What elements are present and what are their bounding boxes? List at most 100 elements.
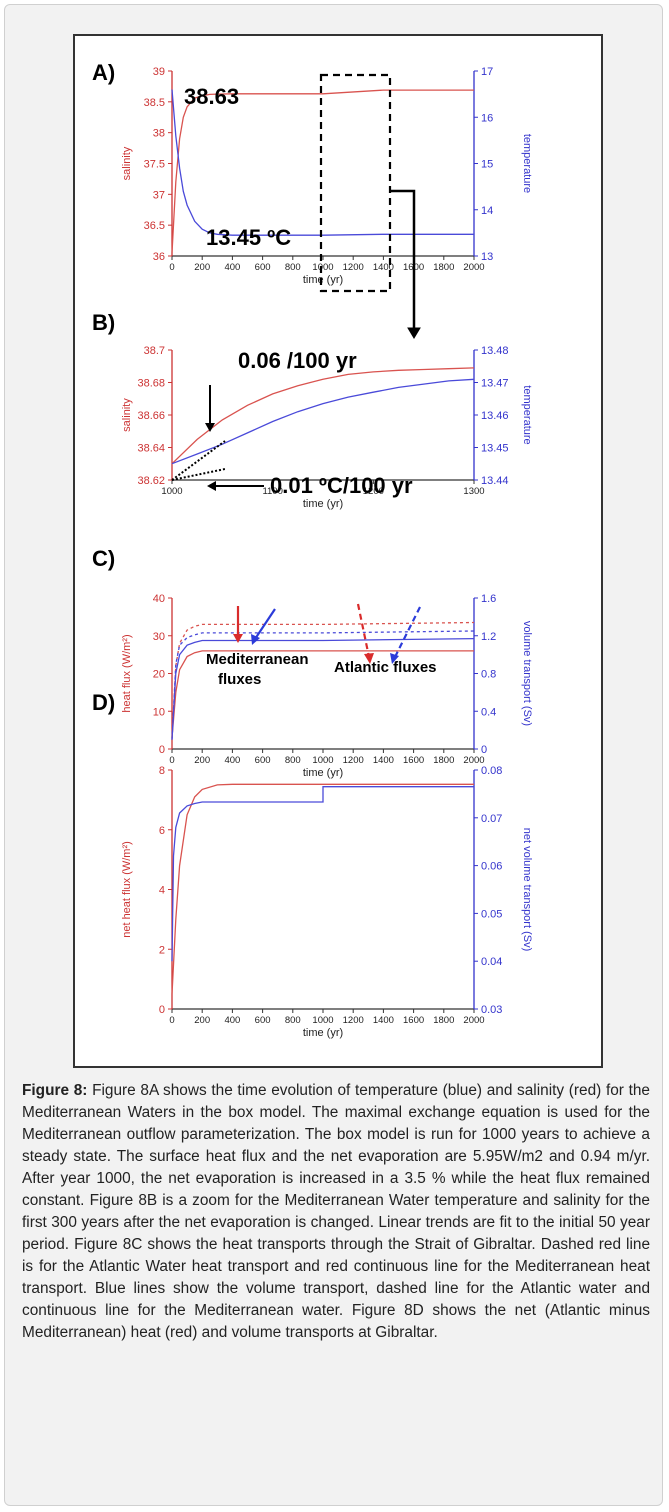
y-left-tick-label: 38.68	[137, 378, 165, 390]
trend-line-temperature	[171, 468, 226, 481]
annotation-salinity-trend: 0.06 /100 yr	[238, 348, 357, 373]
y-right-tick-label: 0	[481, 744, 487, 756]
x-tick-label: 1800	[433, 1015, 454, 1026]
y-left-tick-label: 2	[159, 944, 165, 956]
arrow-salinity-trend-head	[205, 423, 215, 432]
x-tick-label: 200	[194, 1015, 210, 1026]
x-tick-label: 1200	[363, 486, 384, 497]
annotation-temperature-trend: 0.01 ºC/100 yr	[270, 473, 413, 498]
y-right-tick-label: 13.46	[481, 410, 509, 422]
arrow-med-heat-head	[233, 634, 243, 643]
x-tick-label: 2000	[463, 1015, 484, 1026]
zoom-arrow-head	[407, 327, 421, 339]
x-tick-label: 400	[224, 262, 240, 273]
y-right-tick-label: 0.8	[481, 669, 496, 681]
panel-label: D)	[92, 690, 115, 715]
series-line-1	[171, 378, 475, 465]
x-tick-label: 400	[224, 1015, 240, 1026]
annotation-med-fluxes-1: Mediterranean	[206, 651, 309, 668]
x-tick-label: 800	[285, 1015, 301, 1026]
y-right-tick-label: 0.03	[481, 1004, 502, 1016]
y-left-tick-label: 0	[159, 1004, 165, 1016]
y-left-tick-label: 30	[153, 631, 165, 643]
x-tick-label: 600	[255, 1015, 271, 1026]
y-right-tick-label: 15	[481, 159, 493, 171]
y-left-tick-label: 37.5	[144, 159, 165, 171]
x-tick-label: 1000	[312, 1015, 333, 1026]
x-tick-label: 2000	[463, 755, 484, 766]
x-tick-label: 0	[169, 262, 174, 273]
y-left-tick-label: 6	[159, 825, 165, 837]
x-tick-label: 600	[255, 262, 271, 273]
y-axis-left-label: salinity	[121, 398, 133, 432]
y-right-tick-label: 1.2	[481, 631, 496, 643]
figure-card	[4, 4, 663, 1506]
y-left-tick-label: 38.62	[137, 475, 165, 487]
x-tick-label: 1400	[373, 1015, 394, 1026]
y-axis-right-label: temperature	[521, 134, 533, 193]
y-right-tick-label: 13.48	[481, 345, 509, 357]
y-right-tick-label: 0.4	[481, 706, 496, 718]
panel-label: B)	[92, 310, 115, 335]
x-axis-label: time (yr)	[303, 1027, 343, 1039]
x-tick-label: 1800	[433, 262, 454, 273]
y-right-tick-label: 0.06	[481, 861, 502, 873]
panel-c: C)0 200 400 600 800 1000 1200 1400 1600 1800 2000t…	[92, 546, 533, 779]
y-left-tick-label: 37	[153, 189, 165, 201]
figure-frame	[73, 34, 603, 1068]
arrow-atl-heat-head	[364, 653, 374, 664]
figure-caption: Figure 8: Figure 8A shows the time evolu…	[22, 1080, 650, 1344]
caption-text: Figure 8A shows the time evolution of te…	[22, 1082, 650, 1341]
x-tick-label: 800	[285, 262, 301, 273]
y-right-tick-label: 17	[481, 66, 493, 78]
x-tick-label: 1200	[343, 262, 364, 273]
x-tick-label: 0	[169, 755, 174, 766]
annotation-atl-fluxes: Atlantic fluxes	[334, 659, 437, 676]
y-left-tick-label: 36	[153, 251, 165, 263]
series-line-0	[171, 650, 474, 738]
y-axis-left-label: heat flux (W/m²)	[121, 634, 133, 712]
y-right-tick-label: 13.47	[481, 378, 509, 390]
x-tick-label: 1200	[343, 755, 364, 766]
x-axis-label: time (yr)	[303, 498, 343, 510]
x-tick-label: 1000	[312, 755, 333, 766]
series-line-1	[171, 89, 474, 236]
y-axis-right-label: net volume transport (Sv)	[521, 828, 533, 952]
y-left-tick-label: 38.5	[144, 97, 165, 109]
x-tick-label: 600	[255, 755, 271, 766]
y-left-tick-label: 39	[153, 66, 165, 78]
panel-b: B) 1000 1100 1200 1300 time (yr) 38.62 38.64 38.…	[92, 310, 533, 510]
panel-a: A)0 200 400 600 800 1000 1200 1400 1600 1800 2000t…	[92, 60, 533, 286]
y-right-tick-label: 13	[481, 251, 493, 263]
series-line-0	[171, 367, 475, 465]
x-tick-label: 1800	[433, 755, 454, 766]
y-right-tick-label: 0.08	[481, 765, 502, 777]
y-left-tick-label: 40	[153, 593, 165, 605]
x-axis-label: time (yr)	[303, 767, 343, 779]
x-tick-label: 400	[224, 755, 240, 766]
x-tick-label: 1400	[373, 755, 394, 766]
series-line-2	[171, 637, 475, 740]
y-right-tick-label: 13.45	[481, 443, 509, 455]
arrow-temperature-trend-head	[207, 481, 216, 491]
caption-label: Figure 8:	[22, 1082, 88, 1099]
x-tick-label: 1000	[312, 262, 333, 273]
arrow-med-volume	[254, 608, 276, 640]
y-left-tick-label: 4	[159, 885, 165, 897]
arrow-atl-heat	[356, 603, 371, 658]
panel-label: A)	[92, 60, 115, 85]
trend-line-salinity	[171, 440, 226, 481]
y-right-tick-label: 13.44	[481, 475, 509, 487]
figure-svg: A)0 200 400 600 800 1000 1200 1400 1600 1800 2000t…	[92, 60, 533, 1039]
series-line-3	[171, 630, 475, 740]
x-tick-label: 1400	[373, 262, 394, 273]
arrow-med-volume-head	[251, 634, 260, 645]
y-left-tick-label: 38.66	[137, 410, 165, 422]
y-axis-right-label: volume transport (Sv)	[521, 621, 533, 726]
annotation-med-fluxes-2: fluxes	[218, 671, 261, 688]
x-tick-label: 200	[194, 262, 210, 273]
series-line-1	[171, 621, 475, 738]
x-axis-label: time (yr)	[303, 274, 343, 286]
y-right-tick-label: 1.6	[481, 593, 496, 605]
y-left-tick-label: 0	[159, 744, 165, 756]
